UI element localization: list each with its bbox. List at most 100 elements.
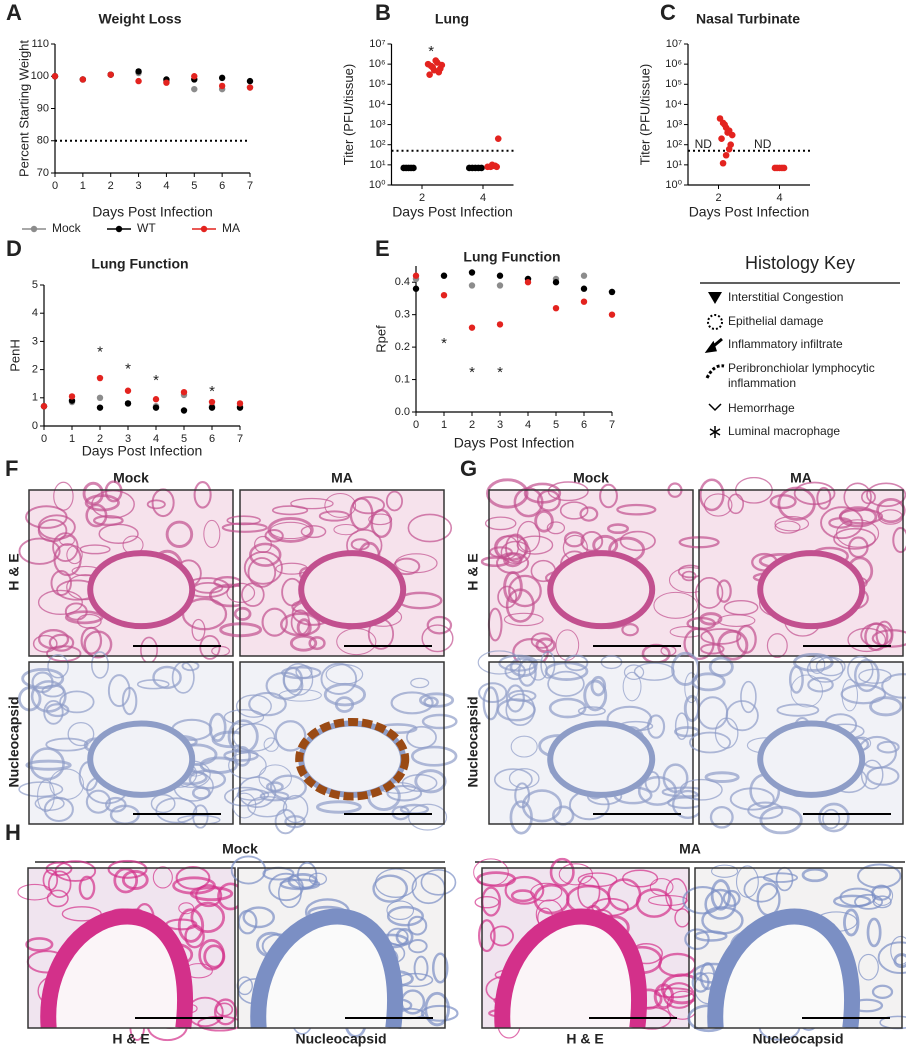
alveolus [248,797,287,817]
alveolus [66,603,87,619]
x-tick-label: 2 [419,192,425,204]
alveolus [509,576,541,606]
x-tick-label: 0 [413,419,419,431]
y-axis-label: Titer (PFU/tissue) [637,64,652,165]
column-label: Mock [113,470,149,486]
alveolus [873,630,906,646]
x-tick-label: 6 [219,180,225,192]
y-tick-label: 0.0 [395,406,410,418]
alveolus [94,516,122,525]
series-point [51,73,59,80]
panel-letter: G [460,456,477,481]
alveolus [407,727,436,748]
x-tick-label: 4 [525,419,531,431]
key-title: Histology Key [745,253,855,273]
y-tick-label: 10⁰ [665,179,682,191]
alveolus [92,652,108,678]
alveolus [408,514,451,541]
alveolus [32,681,65,711]
alveolus [848,628,885,651]
y-axis-label: Rpef [373,325,388,353]
alveolus [34,636,57,652]
series-point [580,272,588,279]
alveolus [556,630,579,660]
y-tick-label: 10⁶ [665,58,682,70]
alveolus [412,747,456,765]
key-item: Luminal macrophage [728,424,840,438]
caption: Nucleocapsid [752,1031,843,1047]
alveolus [423,715,456,728]
alveolus [501,541,530,563]
alveolus [50,635,73,651]
alveolus [428,617,451,633]
alveolus [48,655,68,678]
micrograph-frame [28,661,234,825]
series-point [468,324,476,331]
x-tick-label: 4 [480,192,486,204]
y-tick-label: 100 [31,70,49,82]
symbol-asterisk [709,426,721,438]
series-point [124,400,132,407]
x-axis-label: Days Post Infection [689,204,810,220]
alveolus [498,586,516,607]
annotation: * [97,344,103,361]
alveolus [50,769,84,799]
alveolus [39,590,83,614]
alveolus [19,539,59,564]
x-tick-label: 2 [715,192,721,204]
annotation: * [497,364,503,381]
alveolus [728,494,743,513]
annotation: * [428,43,434,60]
x-tick-label: 3 [136,180,142,192]
x-tick-label: 5 [181,433,187,445]
y-tick-label: 1 [32,392,38,404]
alveolus [263,609,287,636]
key-item: Peribronchiolar lymphocytic inflammation [728,361,875,390]
x-tick-label: 2 [97,433,103,445]
alveolus [821,507,862,538]
series-point [163,79,170,86]
group-label: MA [679,841,701,857]
alveolus [87,791,110,813]
y-tick-label: 10⁷ [369,38,385,50]
x-tick-label: 4 [776,192,782,204]
symbol-dashed-arc [705,364,725,379]
alveolus [204,520,220,547]
y-tick-label: 10² [666,139,682,151]
alveolus [60,536,75,546]
y-tick-label: 10² [370,139,386,151]
airway [760,724,862,795]
series-point [412,272,420,279]
x-tick-label: 3 [497,419,503,431]
alveolus [488,480,528,507]
y-tick-label: 0.4 [395,276,410,288]
x-axis-label: Days Post Infection [392,204,513,220]
x-axis-label: Days Post Infection [454,435,575,451]
alveolus [536,511,553,531]
x-tick-label: 4 [153,433,159,445]
alveolus [775,517,809,531]
series-point [496,321,504,328]
y-axis-label: Titer (PFU/tissue) [341,64,356,165]
y-tick-label: 10⁰ [369,179,386,191]
alveolus [393,807,409,819]
scatter-point [410,164,417,172]
alveolus [286,816,305,827]
alveolus [82,628,101,654]
micrograph-frame [239,489,445,657]
series-point [152,396,160,403]
annotation: ND [695,137,713,151]
x-tick-label: 7 [247,180,253,192]
alveolus [840,508,875,526]
alveolus [138,680,169,689]
alveolus [259,765,291,791]
series-point [180,407,188,414]
antigen-stain [299,722,405,797]
scatter-point [432,57,440,64]
column-label: Mock [573,470,609,486]
panel-letter: A [6,0,22,25]
alveolus [193,788,209,799]
x-tick-label: 3 [125,433,131,445]
legend-marker [30,225,38,233]
symbol-arrow [704,337,723,353]
